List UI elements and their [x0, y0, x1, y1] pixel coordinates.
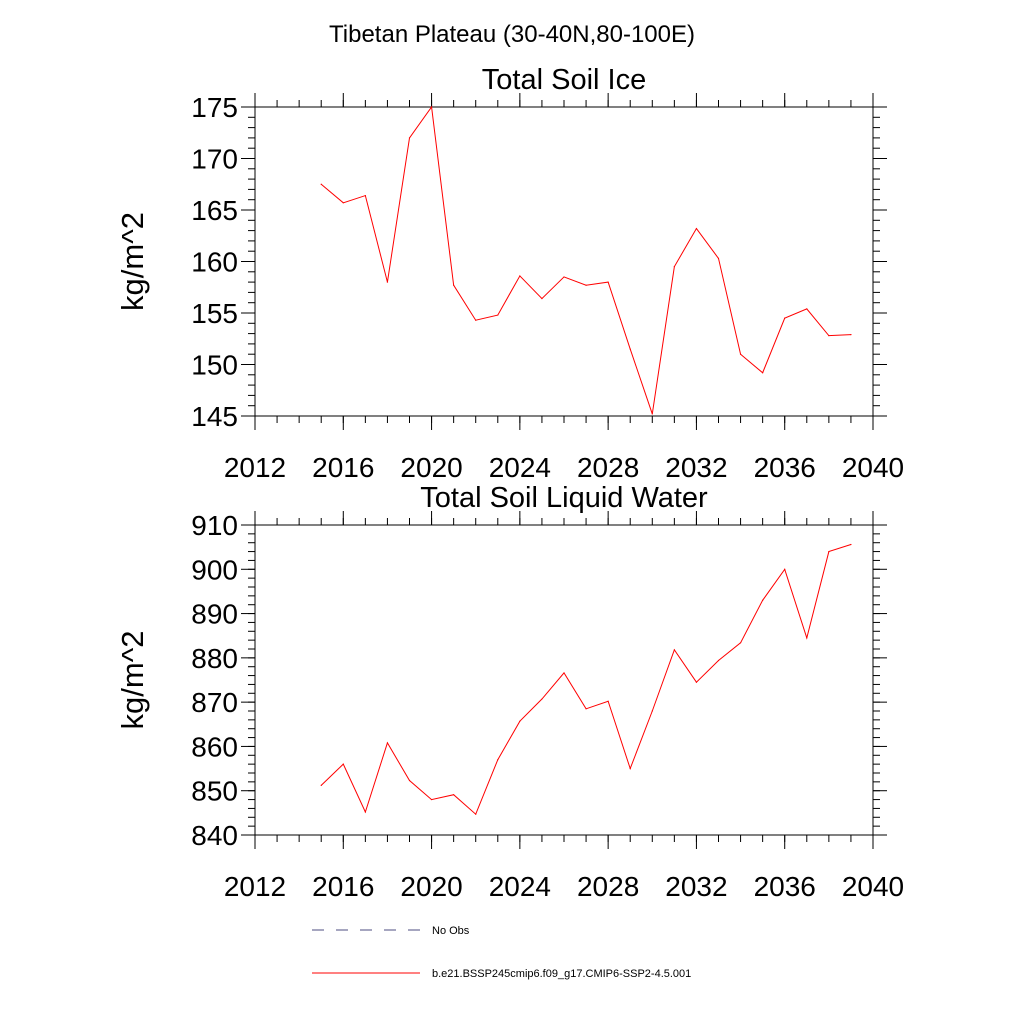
y-tick-label: 860 — [191, 731, 238, 762]
data-point — [607, 281, 609, 283]
data-point — [497, 759, 499, 761]
y-tick-label: 160 — [191, 247, 238, 278]
y-tick-label: 910 — [191, 510, 238, 541]
data-point — [563, 672, 565, 674]
data-point — [475, 813, 477, 815]
data-point — [762, 599, 764, 601]
data-point — [762, 372, 764, 374]
y-tick-label: 155 — [191, 298, 238, 329]
data-point — [497, 314, 499, 316]
data-point — [519, 720, 521, 722]
data-point — [717, 659, 720, 662]
data-point — [585, 708, 587, 710]
y-axis-label: kg/m^2 — [115, 631, 150, 730]
data-point — [850, 334, 852, 336]
y-tick-label: 150 — [191, 350, 238, 381]
x-tick-label: 2024 — [489, 452, 551, 483]
x-tick-label: 2012 — [224, 871, 286, 902]
data-point — [342, 202, 344, 204]
x-tick-label: 2012 — [224, 452, 286, 483]
series-line — [320, 105, 851, 415]
x-tick-label: 2024 — [489, 871, 551, 902]
x-tick-label: 2016 — [312, 452, 374, 483]
data-point — [453, 794, 455, 796]
y-tick-label: 850 — [191, 776, 238, 807]
data-point — [651, 710, 653, 712]
data-point — [717, 257, 720, 260]
data-point — [320, 784, 322, 787]
data-point — [850, 543, 852, 546]
x-tick-label: 2020 — [400, 871, 462, 902]
y-tick-label: 880 — [191, 643, 238, 674]
data-point — [673, 649, 675, 651]
panel-total-soil-liquid-water: Total Soil Liquid Water kg/m^2 840 850 860 87… — [115, 482, 904, 902]
data-point — [828, 550, 830, 553]
data-point — [364, 194, 366, 197]
data-point — [386, 742, 389, 744]
data-point — [695, 227, 698, 230]
data-point — [739, 642, 742, 644]
data-point — [563, 276, 565, 278]
data-point — [408, 779, 411, 782]
data-point — [695, 681, 698, 683]
y-tick-label: 900 — [191, 554, 238, 585]
data-point — [585, 284, 587, 286]
data-point — [806, 637, 808, 639]
legend-label-model: b.e21.BSSP245cmip6.f09_g17.CMIP6-SSP2-4.… — [432, 968, 691, 980]
x-tick-label: 2040 — [842, 452, 904, 483]
data-point — [475, 319, 477, 321]
data-point — [386, 281, 389, 283]
y-tick-label: 840 — [191, 820, 238, 851]
x-tick-label: 2036 — [754, 452, 816, 483]
y-tick-label: 870 — [191, 687, 238, 718]
data-point — [408, 137, 411, 139]
data-point — [430, 106, 433, 108]
y-tick-label: 170 — [191, 144, 238, 175]
legend-label-no-obs: No Obs — [432, 925, 470, 937]
chart-title: Total Soil Liquid Water — [420, 482, 708, 514]
x-tick-label: 2032 — [665, 871, 727, 902]
chart-title: Total Soil Ice — [482, 64, 646, 96]
x-tick-label: 2036 — [754, 871, 816, 902]
data-point — [607, 700, 609, 702]
x-tick-label: 2028 — [577, 452, 639, 483]
data-point — [673, 266, 675, 268]
data-point — [342, 763, 344, 765]
data-point — [541, 698, 543, 700]
data-point — [651, 413, 653, 415]
plot-frame — [254, 524, 874, 836]
data-point — [519, 275, 521, 277]
y-tick-label: 165 — [191, 195, 238, 226]
y-tick-label: 175 — [191, 92, 238, 123]
data-point — [784, 317, 786, 319]
data-point — [806, 308, 808, 310]
x-tick-label: 2020 — [400, 452, 462, 483]
data-point — [828, 335, 830, 337]
data-point — [364, 811, 366, 813]
plot-frame — [254, 106, 874, 417]
x-tick-label: 2028 — [577, 871, 639, 902]
x-tick-label: 2032 — [665, 452, 727, 483]
y-axis-label: kg/m^2 — [115, 212, 150, 311]
data-point — [629, 348, 631, 350]
data-point — [739, 353, 742, 355]
panel-total-soil-ice: Total Soil Ice kg/m^2 145 150 155 160 165 170 17… — [115, 64, 904, 483]
data-point — [430, 798, 433, 801]
figure-title: Tibetan Plateau (30-40N,80-100E) — [329, 21, 695, 48]
data-point — [453, 284, 455, 286]
y-tick-label: 890 — [191, 599, 238, 630]
data-point — [541, 297, 543, 300]
x-tick-label: 2016 — [312, 871, 374, 902]
y-tick-label: 145 — [191, 401, 238, 432]
data-point — [784, 568, 786, 570]
series-line — [320, 544, 852, 816]
x-tick-label: 2040 — [842, 871, 904, 902]
legend: No Obs b.e21.BSSP245cmip6.f09_g17.CMIP6-… — [312, 925, 691, 980]
data-point — [629, 767, 631, 770]
data-point — [320, 183, 322, 185]
